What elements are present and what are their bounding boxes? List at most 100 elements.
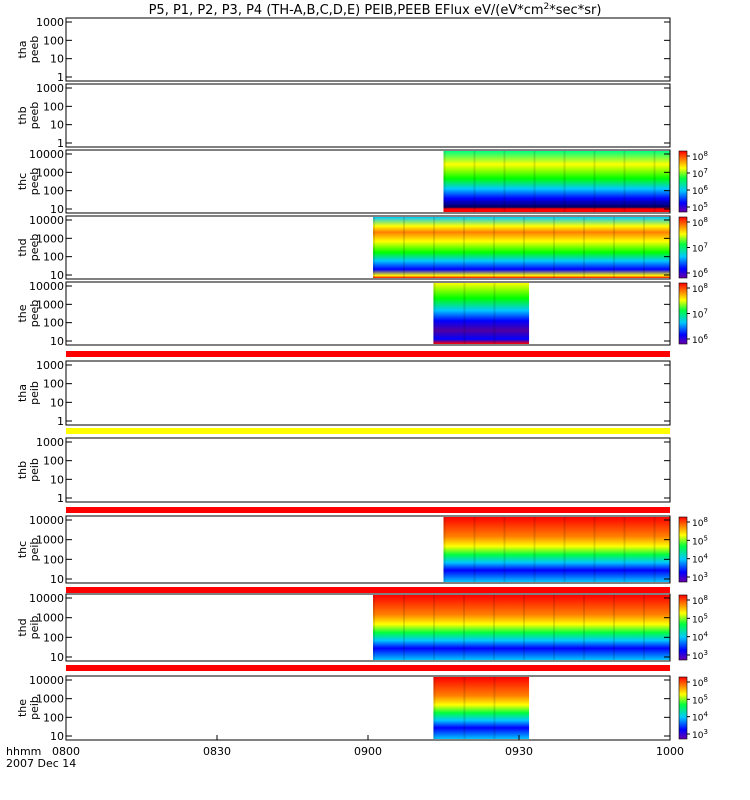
spectrogram-texture xyxy=(553,595,556,660)
panel-thb-peib: 1000 100 10 1 thb peib xyxy=(16,436,671,505)
panel-probe-label: the xyxy=(16,304,29,322)
y-tick-label: 10 xyxy=(50,203,64,216)
spectrogram-texture xyxy=(623,151,626,212)
y-tick-label: 10000 xyxy=(29,148,64,161)
spectrogram-texture xyxy=(403,217,406,278)
colorbar-tick-label: 104 xyxy=(692,631,708,644)
panel-thd-peeb: 10000 1000 100 10 thd peeb 108 107 106 xyxy=(16,214,708,282)
separator-bar-red xyxy=(66,665,670,671)
panel-product-label: peib xyxy=(28,616,41,640)
y-tick-label: 1000 xyxy=(36,693,64,706)
colorbar-tick-label: 106 xyxy=(692,333,708,346)
panel-product-label: peeb xyxy=(28,36,41,64)
colorbar-tick-label: 107 xyxy=(692,242,708,255)
colorbar xyxy=(678,516,688,583)
colorbar xyxy=(678,150,688,213)
y-tick-label: 10 xyxy=(50,396,64,409)
spectrogram-texture xyxy=(433,283,436,344)
spectrogram-texture xyxy=(433,217,436,278)
panel-product-label: peeb xyxy=(28,234,41,262)
x-tick-labels: 0800 0830 0900 0930 1000 xyxy=(52,735,684,758)
chart-title: P5, P1, P2, P3, P4 (TH-A,B,C,D,E) PEIB,P… xyxy=(149,2,602,18)
panel-product-label: peib xyxy=(28,458,41,482)
y-tick-label: 10 xyxy=(50,119,64,132)
colorbar-tick-label: 105 xyxy=(692,612,708,625)
colorbar-tick-label: 104 xyxy=(692,553,708,566)
spectrogram-texture xyxy=(653,517,656,582)
y-tick-label: 10 xyxy=(50,651,64,664)
panel-tha-peeb: 1000 100 10 1 tha peeb xyxy=(16,16,671,84)
colorbar xyxy=(678,676,688,740)
spectrogram-fill xyxy=(433,283,530,344)
colorbar-tick-label: 104 xyxy=(692,711,708,724)
y-tick-label: 10 xyxy=(50,473,64,486)
spectrogram-texture xyxy=(563,517,566,582)
colorbar-tick-label: 108 xyxy=(692,150,708,163)
spectrogram-texture xyxy=(473,151,476,212)
panel-frame xyxy=(65,360,671,426)
spectrogram-texture xyxy=(563,151,566,212)
colorbar-tick-label: 108 xyxy=(692,216,708,229)
spectrogram-fill xyxy=(433,677,530,739)
date-label: 2007 Dec 14 xyxy=(6,757,76,770)
y-tick-label: 100 xyxy=(43,711,64,724)
y-tick-label: 1000 xyxy=(36,82,64,95)
colorbar-tick-label: 108 xyxy=(692,282,708,295)
colorbar-tick-label: 105 xyxy=(692,201,708,214)
x-tick-label: 0930 xyxy=(505,745,533,758)
spectrogram-texture xyxy=(643,595,646,660)
panel-tha-peib: 1000 100 10 1 tha peib xyxy=(16,359,671,428)
y-tick-label: 100 xyxy=(43,100,64,113)
spectrogram-texture xyxy=(463,595,466,660)
spectrogram-texture xyxy=(463,283,466,344)
spectrogram-texture xyxy=(403,595,406,660)
colorbar xyxy=(678,216,688,279)
x-tick-label: 0900 xyxy=(354,745,382,758)
y-tick-label: 10000 xyxy=(29,280,64,293)
panel-product-label: peib xyxy=(28,381,41,405)
spectrogram-texture xyxy=(653,151,656,212)
x-tick-label: 0800 xyxy=(52,745,80,758)
spectrogram-texture xyxy=(523,217,526,278)
spectrogram-fill xyxy=(373,217,670,278)
colorbar-tick-label: 103 xyxy=(692,571,708,584)
y-tick-label: 10000 xyxy=(29,674,64,687)
spectrogram-fill xyxy=(373,595,670,660)
spectrogram-texture xyxy=(533,151,536,212)
y-tick-label: 100 xyxy=(43,455,64,468)
panel-frame xyxy=(65,515,671,584)
spectrogram-texture xyxy=(373,595,376,660)
spectrogram-texture xyxy=(593,151,596,212)
spectrogram-texture xyxy=(613,595,616,660)
spectrogram-texture xyxy=(493,595,496,660)
spectrogram-fill xyxy=(443,517,670,582)
panel-thc-peeb: 10000 1000 100 10 thc peeb 108 107 106 105 xyxy=(16,148,708,216)
panel-frame xyxy=(65,215,671,280)
colorbar-tick-label: 105 xyxy=(692,534,708,547)
y-tick-label: 1000 xyxy=(36,359,64,372)
y-tick-label: 10 xyxy=(50,53,64,66)
colorbar-tick-label: 105 xyxy=(692,693,708,706)
spectrogram-texture xyxy=(493,217,496,278)
y-tick-label: 1000 xyxy=(36,534,64,547)
spectrogram-texture xyxy=(533,517,536,582)
panel-probe-label: thc xyxy=(16,173,29,190)
y-tick-label: 1000 xyxy=(36,298,64,311)
y-tick-label: 1000 xyxy=(36,612,64,625)
panel-probe-label: thb xyxy=(16,461,29,479)
separator-bar-yellow xyxy=(66,428,670,434)
colorbar-tick-label: 106 xyxy=(692,267,708,280)
panel-frame xyxy=(65,149,671,214)
separator-bar-red xyxy=(66,351,670,357)
x-axis-label: hhmm xyxy=(6,745,41,758)
y-tick-label: 10 xyxy=(50,335,64,348)
panel-frame xyxy=(65,593,671,662)
spectrogram-texture xyxy=(523,595,526,660)
panel-probe-label: thd xyxy=(16,238,29,256)
y-tick-label: 10000 xyxy=(29,214,64,227)
panel-product-label: peeb xyxy=(28,102,41,130)
colorbar xyxy=(678,594,688,661)
y-tick-label: 1 xyxy=(57,415,64,428)
panel-product-label: peeb xyxy=(28,168,41,196)
